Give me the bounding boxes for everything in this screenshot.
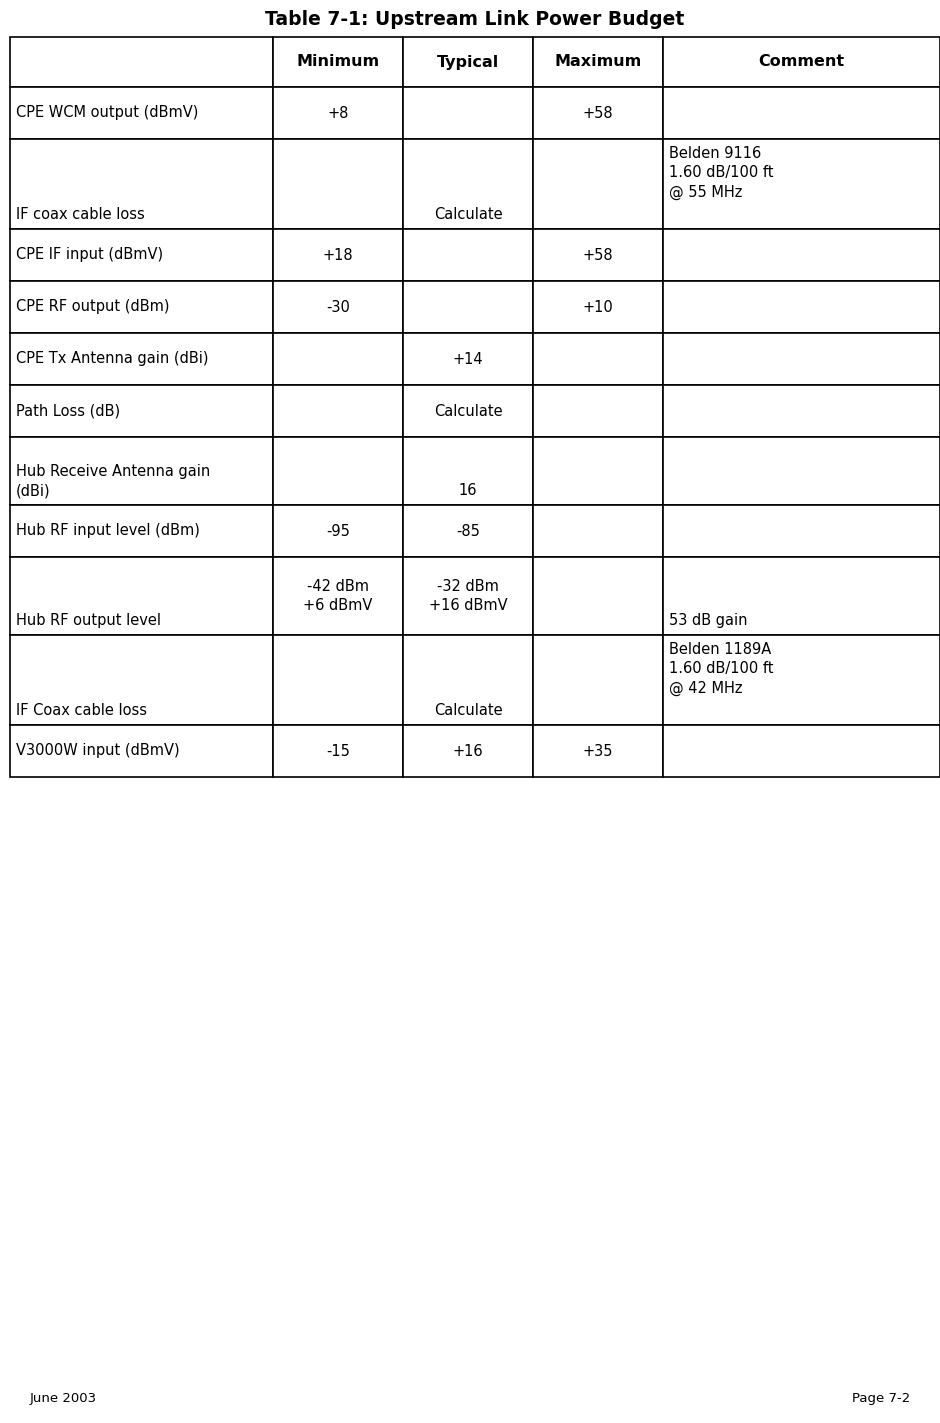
Bar [533, 437, 663, 505]
Bar [533, 386, 663, 437]
Text: CPE IF input (dBmV): CPE IF input (dBmV) [16, 248, 164, 262]
Bar [10, 37, 273, 87]
Bar [663, 437, 940, 505]
Text: +8: +8 [327, 105, 349, 121]
Bar [533, 87, 663, 139]
Bar [533, 505, 663, 556]
Text: +10: +10 [583, 299, 614, 314]
Bar [403, 556, 533, 635]
Text: Typical: Typical [437, 54, 499, 70]
Bar [273, 505, 403, 556]
Text: 16: 16 [459, 482, 478, 498]
Bar [533, 37, 663, 87]
Bar [403, 386, 533, 437]
Text: Maximum: Maximum [555, 54, 642, 70]
Bar [403, 139, 533, 229]
Bar [663, 139, 940, 229]
Text: June 2003: June 2003 [30, 1392, 97, 1405]
Bar [273, 437, 403, 505]
Text: IF coax cable loss: IF coax cable loss [16, 206, 145, 222]
Text: Hub RF input level (dBm): Hub RF input level (dBm) [16, 524, 200, 538]
Bar [273, 635, 403, 724]
Bar [533, 724, 663, 777]
Bar [10, 386, 273, 437]
Text: -42 dBm
+6 dBmV: -42 dBm +6 dBmV [304, 579, 372, 613]
Bar [10, 437, 273, 505]
Bar [663, 724, 940, 777]
Text: Hub RF output level: Hub RF output level [16, 613, 161, 628]
Text: Page 7-2: Page 7-2 [852, 1392, 910, 1405]
Bar [403, 635, 533, 724]
Bar [273, 87, 403, 139]
Text: Calculate: Calculate [433, 404, 502, 418]
Bar [403, 280, 533, 333]
Text: Minimum: Minimum [296, 54, 380, 70]
Bar [663, 280, 940, 333]
Bar [403, 505, 533, 556]
Text: Calculate: Calculate [433, 206, 502, 222]
Text: IF Coax cable loss: IF Coax cable loss [16, 703, 147, 719]
Bar [663, 386, 940, 437]
Text: -32 dBm
+16 dBmV: -32 dBm +16 dBmV [429, 579, 508, 613]
Bar [403, 37, 533, 87]
Bar [533, 229, 663, 280]
Bar [663, 37, 940, 87]
Bar [10, 139, 273, 229]
Bar [10, 505, 273, 556]
Bar [533, 139, 663, 229]
Bar [403, 724, 533, 777]
Bar [403, 437, 533, 505]
Bar [273, 229, 403, 280]
Text: Belden 9116
1.60 dB/100 ft
@ 55 MHz: Belden 9116 1.60 dB/100 ft @ 55 MHz [669, 147, 774, 199]
Bar [10, 635, 273, 724]
Bar [533, 280, 663, 333]
Text: CPE Tx Antenna gain (dBi): CPE Tx Antenna gain (dBi) [16, 351, 209, 367]
Bar [10, 333, 273, 386]
Bar [533, 333, 663, 386]
Bar [663, 635, 940, 724]
Bar [663, 333, 940, 386]
Text: -85: -85 [456, 524, 480, 538]
Bar [10, 280, 273, 333]
Bar [10, 87, 273, 139]
Bar [663, 556, 940, 635]
Bar [533, 556, 663, 635]
Text: Comment: Comment [759, 54, 844, 70]
Bar [273, 139, 403, 229]
Text: Table 7-1: Upstream Link Power Budget: Table 7-1: Upstream Link Power Budget [265, 10, 684, 28]
Bar [273, 386, 403, 437]
Bar [403, 333, 533, 386]
Bar [273, 724, 403, 777]
Bar [273, 37, 403, 87]
Text: +58: +58 [583, 248, 613, 262]
Bar [273, 556, 403, 635]
Bar [273, 280, 403, 333]
Text: -95: -95 [326, 524, 350, 538]
Bar [663, 87, 940, 139]
Text: +58: +58 [583, 105, 613, 121]
Text: CPE WCM output (dBmV): CPE WCM output (dBmV) [16, 105, 198, 121]
Text: 53 dB gain: 53 dB gain [669, 613, 747, 628]
Bar [10, 556, 273, 635]
Text: Hub Receive Antenna gain
(dBi): Hub Receive Antenna gain (dBi) [16, 464, 211, 498]
Text: +18: +18 [322, 248, 353, 262]
Text: -30: -30 [326, 299, 350, 314]
Text: -15: -15 [326, 743, 350, 758]
Bar [273, 333, 403, 386]
Text: Belden 1189A
1.60 dB/100 ft
@ 42 MHz: Belden 1189A 1.60 dB/100 ft @ 42 MHz [669, 642, 774, 696]
Bar [10, 724, 273, 777]
Bar [663, 229, 940, 280]
Bar [533, 635, 663, 724]
Text: +35: +35 [583, 743, 613, 758]
Text: Path Loss (dB): Path Loss (dB) [16, 404, 120, 418]
Text: +16: +16 [453, 743, 483, 758]
Text: V3000W input (dBmV): V3000W input (dBmV) [16, 743, 180, 758]
Bar [403, 87, 533, 139]
Text: CPE RF output (dBm): CPE RF output (dBm) [16, 299, 169, 314]
Bar [10, 229, 273, 280]
Bar [663, 505, 940, 556]
Text: Calculate: Calculate [433, 703, 502, 719]
Bar [403, 229, 533, 280]
Text: +14: +14 [453, 351, 483, 367]
